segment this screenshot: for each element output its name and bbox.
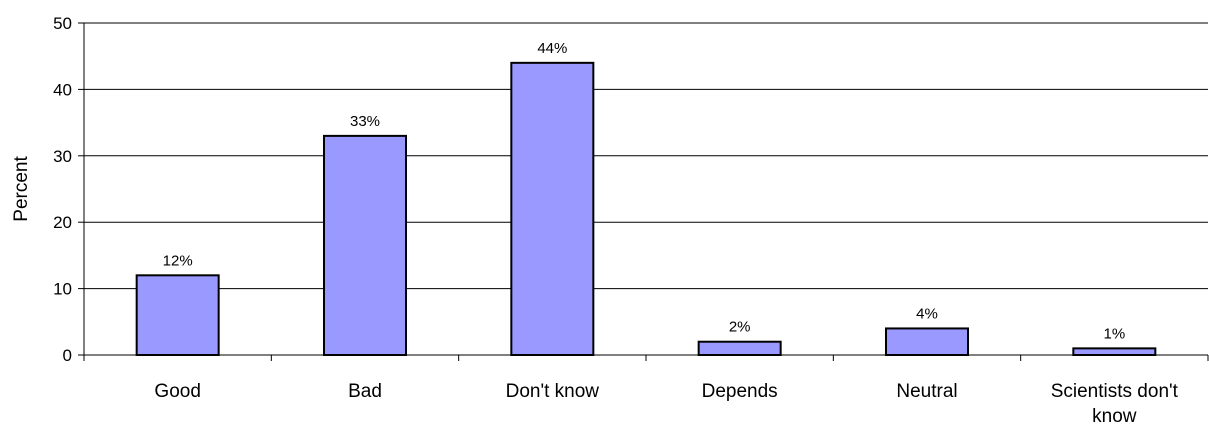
data-label-0: 12% bbox=[163, 252, 193, 269]
category-label-0-line-0: Good bbox=[154, 381, 200, 402]
y-tick-label-10: 10 bbox=[53, 280, 72, 299]
category-label-5-line-1: know bbox=[1092, 406, 1137, 427]
bar-1 bbox=[323, 134, 407, 356]
category-labels: Good Bad Don't know Depends Neutral Scientist… bbox=[154, 381, 1178, 427]
gridlines bbox=[84, 22, 1208, 290]
category-label-2-line-0: Don't know bbox=[506, 381, 600, 402]
category-label-5-line-0: Scientists don't bbox=[1051, 381, 1179, 402]
category-label-5: Scientists don't know bbox=[1051, 381, 1179, 427]
category-label-4-line-0: Neutral bbox=[896, 381, 957, 402]
bar-3 bbox=[697, 340, 782, 357]
bars bbox=[135, 61, 1157, 357]
category-label-2: Don't know bbox=[506, 381, 600, 402]
category-label-1-line-0: Bad bbox=[348, 381, 382, 402]
x-axis-ticks bbox=[83, 355, 1209, 361]
data-label-4: 4% bbox=[916, 305, 938, 322]
data-label-3: 2% bbox=[729, 319, 751, 336]
category-label-4: Neutral bbox=[896, 381, 957, 402]
category-label-3-line-0: Depends bbox=[702, 381, 778, 402]
data-labels: 12% 33% 44% 2% 4% 1% bbox=[163, 40, 1126, 343]
y-axis-ticks: 0 10 20 30 40 50 bbox=[53, 14, 84, 365]
category-label-0: Good bbox=[154, 381, 200, 402]
y-tick-label-20: 20 bbox=[53, 213, 72, 232]
y-tick-label-0: 0 bbox=[63, 346, 72, 365]
data-label-2: 44% bbox=[537, 40, 567, 57]
data-label-5: 1% bbox=[1103, 325, 1125, 342]
bar-2 bbox=[510, 61, 595, 357]
bar-5 bbox=[1072, 347, 1157, 356]
y-tick-label-50: 50 bbox=[53, 14, 72, 33]
bar-4 bbox=[885, 327, 969, 357]
y-tick-label-30: 30 bbox=[53, 147, 72, 166]
data-label-1: 33% bbox=[350, 113, 380, 130]
y-axis-title: Percent bbox=[11, 156, 32, 222]
category-label-1: Bad bbox=[348, 381, 382, 402]
bar-0 bbox=[135, 274, 220, 357]
y-tick-label-40: 40 bbox=[53, 80, 72, 99]
category-label-3: Depends bbox=[702, 381, 778, 402]
